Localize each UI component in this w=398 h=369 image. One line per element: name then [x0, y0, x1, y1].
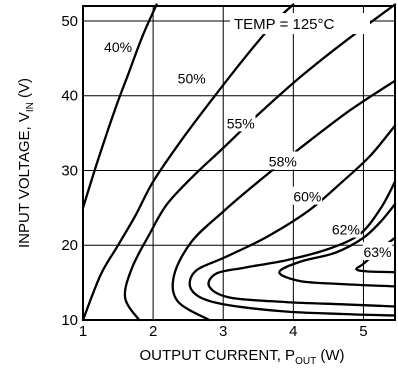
contour-labels: 40% 50% 55% 58% 60% 62%63%: [103, 37, 393, 260]
y-tick-label-0: 10: [61, 312, 78, 329]
tick-labels: 1 2 3 4 5 10 20 30 40 50: [61, 13, 367, 340]
plot-frame: [82, 5, 396, 321]
contour-line-58pct: [171, 79, 397, 322]
y-tick-label-4: 50: [61, 13, 78, 30]
x-tick-label-0: 1: [79, 323, 87, 340]
x-axis-title: OUTPUT CURRENT, POUT (W): [139, 347, 344, 367]
x-tick-label-1: 2: [149, 323, 157, 340]
contour-label-bg: [176, 68, 207, 87]
y-tick-label-3: 40: [61, 88, 78, 105]
y-tick-label-2: 30: [61, 162, 78, 179]
contour-lines: [81, 3, 397, 322]
y-tick-label-1: 20: [61, 237, 78, 254]
contour-line-40pct: [81, 3, 158, 210]
contour-line-55pct: [123, 3, 397, 322]
contour-label-bg: [268, 151, 298, 170]
contour-line-63pct: [278, 202, 397, 288]
contour-line-62pct: [207, 180, 397, 308]
contour-label-55pct: 55%: [227, 115, 255, 131]
contour-line-60pct: [188, 124, 397, 317]
contour-label-40pct: 40%: [104, 39, 132, 55]
contour-label-bg: [103, 37, 133, 56]
x-tick-label-4: 5: [359, 323, 367, 340]
contour-label-60pct: 60%: [293, 189, 321, 205]
contour-label-62pct: 62%: [332, 222, 360, 238]
contour-label-bg: [331, 219, 361, 238]
contour-label-bg: [362, 241, 393, 260]
annotation-bg: [230, 13, 370, 34]
contour-label-63pct: 63%: [363, 244, 391, 260]
contour-label-bg: [292, 186, 323, 205]
x-tick-label-3: 4: [289, 323, 297, 340]
contour-label-58pct: 58%: [269, 154, 297, 170]
contour-label-50pct: 50%: [178, 71, 206, 87]
contour-line-50pct: [81, 3, 295, 322]
temperature-annotation: TEMP = 125°C: [234, 16, 335, 33]
x-tick-label-2: 3: [219, 323, 227, 340]
contour-label-bg: [226, 113, 256, 132]
y-axis-title: INPUT VOLTAGE, VIN (V): [16, 78, 36, 248]
